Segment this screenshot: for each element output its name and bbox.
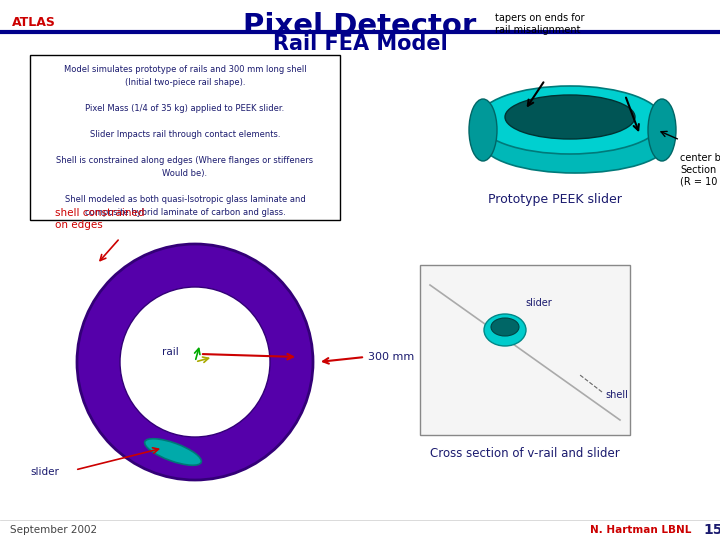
Text: N. Hartman LBNL: N. Hartman LBNL — [590, 525, 691, 535]
Text: Pixel Mass (1/4 of 35 kg) applied to PEEK slider.: Pixel Mass (1/4 of 35 kg) applied to PEE… — [86, 104, 284, 113]
Ellipse shape — [145, 438, 202, 465]
Ellipse shape — [482, 113, 667, 173]
Circle shape — [77, 244, 313, 480]
Text: ATLAS: ATLAS — [12, 16, 56, 29]
Text: rail: rail — [161, 347, 179, 357]
Text: 300 mm: 300 mm — [368, 352, 414, 362]
Text: Cross section of v-rail and slider: Cross section of v-rail and slider — [430, 447, 620, 460]
Text: slider: slider — [30, 467, 59, 477]
Text: Prototype PEEK slider: Prototype PEEK slider — [488, 193, 622, 206]
Text: Shell modeled as both quasi-Isotropic glass laminate and: Shell modeled as both quasi-Isotropic gl… — [65, 195, 305, 204]
Ellipse shape — [477, 86, 662, 154]
Text: (Initial two-piece rail shape).: (Initial two-piece rail shape). — [125, 78, 246, 87]
Text: Pixel Detector: Pixel Detector — [243, 12, 477, 40]
Text: 15: 15 — [703, 523, 720, 537]
Ellipse shape — [491, 318, 519, 336]
Text: center bearing
Section
(R = 10 mm, L = 20): center bearing Section (R = 10 mm, L = 2… — [680, 153, 720, 186]
Ellipse shape — [484, 314, 526, 346]
Text: tapers on ends for
rail misalignment: tapers on ends for rail misalignment — [495, 14, 585, 35]
Bar — [420, 265, 630, 435]
Text: shell: shell — [605, 390, 628, 400]
Text: shell constrained
on edges: shell constrained on edges — [55, 208, 145, 230]
Ellipse shape — [648, 99, 676, 161]
Text: slider: slider — [525, 298, 552, 308]
Text: Shell is constrained along edges (Where flanges or stiffeners: Shell is constrained along edges (Where … — [56, 156, 314, 165]
Ellipse shape — [469, 99, 497, 161]
Text: Rail FEA Model: Rail FEA Model — [273, 34, 447, 54]
Text: Would be).: Would be). — [163, 169, 207, 178]
Text: composite hybrid laminate of carbon and glass.: composite hybrid laminate of carbon and … — [85, 208, 285, 217]
Bar — [30, 55, 340, 220]
Circle shape — [120, 287, 270, 437]
Text: September 2002: September 2002 — [10, 525, 97, 535]
Text: Slider Impacts rail through contact elements.: Slider Impacts rail through contact elem… — [90, 130, 280, 139]
Ellipse shape — [505, 95, 635, 139]
Text: Model simulates prototype of rails and 300 mm long shell: Model simulates prototype of rails and 3… — [63, 65, 306, 74]
